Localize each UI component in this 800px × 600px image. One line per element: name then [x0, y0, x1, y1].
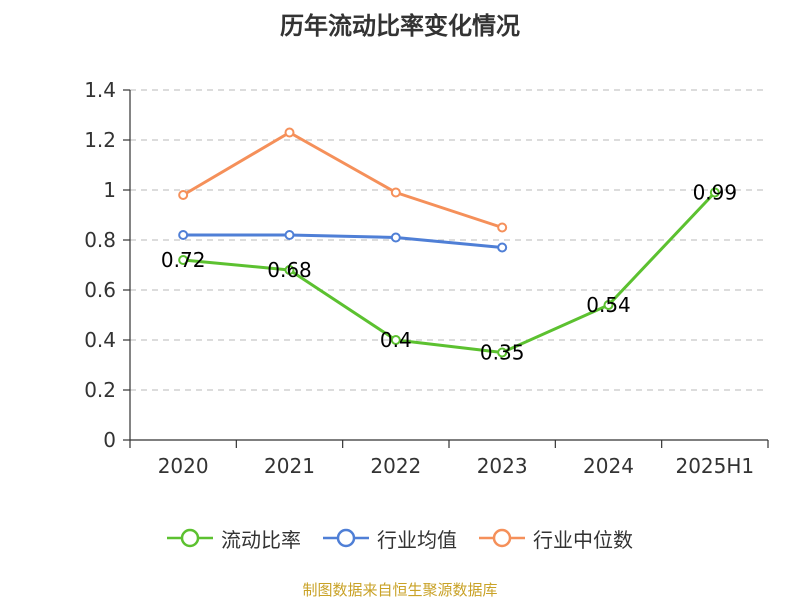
data-point: [178, 255, 189, 265]
series-line: [183, 191, 716, 354]
y-tick-label: 0.4: [84, 328, 116, 352]
legend-item-industry-mean[interactable]: 行业均值: [323, 524, 457, 553]
data-point: [497, 242, 508, 253]
series-line: [183, 233, 503, 249]
data-point: [178, 230, 189, 240]
data-point: [603, 300, 614, 310]
y-tick-label: 1: [103, 178, 116, 202]
legend-label: 行业中位数: [533, 527, 633, 552]
legend-swatch-current-ratio: [167, 528, 213, 548]
data-point: [390, 187, 401, 198]
x-axis-ticks: 2020 2021 2022 2023 2024 2025H1: [129, 440, 769, 478]
y-axis-ticks: 0 0.2 0.4 0.6 0.8 1 1.2 1.4: [84, 78, 130, 452]
y-tick-label: 0.6: [84, 278, 116, 302]
series-lines: [178, 127, 720, 358]
y-tick-label: 1.2: [84, 128, 116, 152]
y-tick-label: 0: [103, 428, 116, 452]
grid-lines: [130, 89, 768, 391]
data-point: [284, 127, 295, 138]
x-tick-label: 2022: [370, 454, 421, 478]
data-point: [178, 190, 189, 200]
data-label: 0.54: [586, 293, 631, 317]
data-point: [284, 230, 295, 240]
data-point: [390, 335, 401, 345]
data-label: 0.4: [380, 328, 412, 352]
data-point: [709, 187, 720, 198]
data-point: [390, 232, 401, 243]
legend-swatch-industry-mean: [323, 528, 369, 548]
source-note: 制图数据来自恒生聚源数据库: [302, 581, 498, 599]
legend: 流动比率 行业均值 行业中位数: [0, 518, 800, 558]
x-tick-label: 2024: [583, 454, 634, 478]
data-label: 0.99: [693, 181, 738, 205]
x-tick-label: 2020: [158, 454, 209, 478]
data-point: [497, 347, 508, 358]
data-label: 0.35: [480, 341, 525, 365]
data-label: 0.72: [161, 248, 206, 272]
legend-item-industry-median[interactable]: 行业中位数: [479, 524, 633, 553]
y-tick-label: 0.8: [84, 228, 116, 252]
chart-title: 历年流动比率变化情况: [280, 12, 520, 40]
y-tick-label: 0.2: [84, 378, 116, 402]
data-labels: 0.72 0.68 0.4 0.35 0.54 0.99: [161, 181, 737, 365]
x-tick-label: 2023: [477, 454, 528, 478]
series-line: [182, 131, 503, 229]
x-tick-label: 2021: [264, 454, 315, 478]
y-tick-label: 1.4: [84, 78, 116, 102]
x-tick-label: 2025H1: [675, 454, 754, 478]
legend-swatch-industry-median: [479, 528, 525, 548]
data-label: 0.68: [267, 258, 312, 282]
legend-item-current-ratio[interactable]: 流动比率: [167, 524, 301, 553]
legend-label: 流动比率: [221, 527, 301, 552]
legend-label: 行业均值: [377, 527, 457, 552]
data-point: [284, 265, 295, 275]
data-point: [497, 222, 508, 233]
